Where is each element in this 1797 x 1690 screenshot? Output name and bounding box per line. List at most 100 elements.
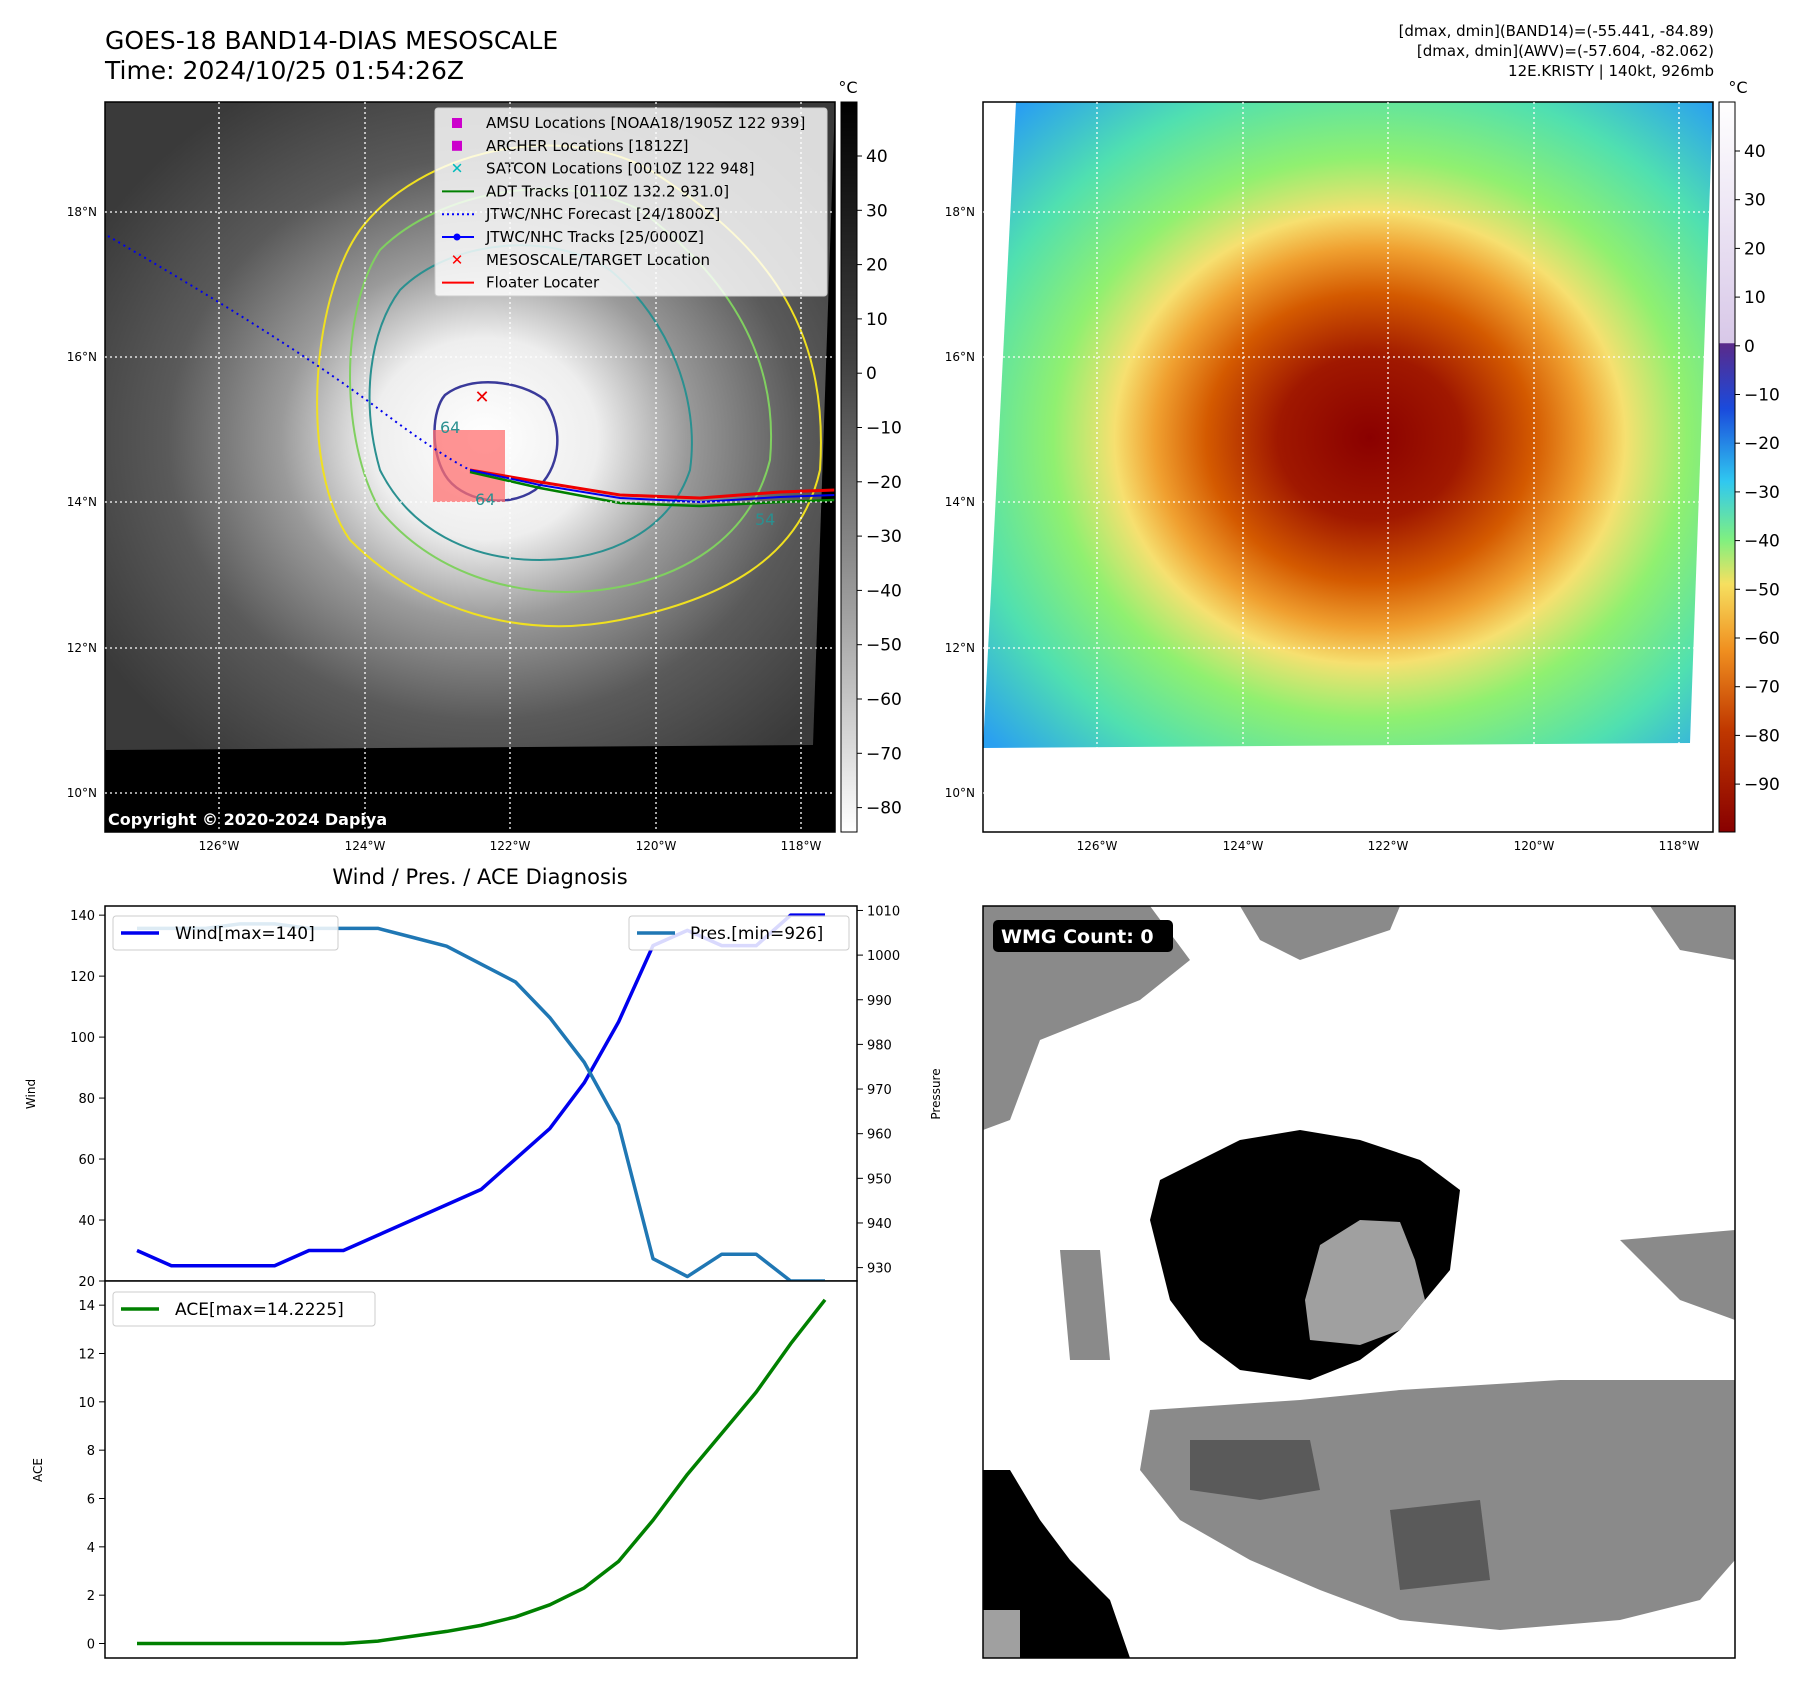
lat-label: 14°N: [67, 495, 97, 509]
ace-ytick-label: 0: [87, 1638, 95, 1653]
wind-ytick-label: 20: [78, 1275, 95, 1290]
pressure-legend-label: Pres.[min=926]: [690, 924, 823, 944]
legend-label: ARCHER Locations [1812Z]: [486, 137, 689, 155]
lon-label: 126°W: [1077, 839, 1118, 853]
color-cb-tick-label: 30: [1744, 191, 1766, 211]
contour-label: 54: [755, 510, 775, 529]
wind-chart-frame: [104, 905, 858, 1282]
target-box: [433, 430, 505, 502]
ace-ytick-label: 12: [78, 1348, 95, 1363]
gray-cb-tick-label: −80: [866, 799, 902, 819]
ace-ytick-label: 4: [87, 1541, 95, 1556]
legend-x-marker: ✕: [451, 160, 464, 178]
ace-ylabel: ACE: [31, 1458, 45, 1482]
contour-label: 64: [475, 490, 495, 509]
lon-label: 118°W: [781, 839, 822, 853]
legend-square-marker: [452, 140, 462, 151]
wmg-badge-text: WMG Count: 0: [1001, 926, 1154, 948]
legend-entry: AMSU Locations [NOAA18/1905Z 122 939]: [452, 114, 805, 132]
lon-label: 122°W: [490, 839, 531, 853]
ace-chart: 0 2 4 6 8 10 12 14 ACE[max=14.2225]: [78, 1280, 858, 1659]
legend-label: MESOSCALE/TARGET Location: [486, 251, 710, 269]
gray-panel-border: [104, 101, 836, 833]
ace-chart-frame: [104, 1280, 858, 1659]
lon-label: 120°W: [636, 839, 677, 853]
wind-ylabel: Wind: [24, 1079, 38, 1109]
legend-label: JTWC/NHC Forecast [24/1800Z]: [485, 205, 720, 223]
gray-cb-tick-label: −30: [866, 527, 902, 547]
gray-cb-tick-label: −50: [866, 636, 902, 656]
color-cb-tick-label: −90: [1744, 775, 1780, 795]
pressure-ytick-label: 1000: [867, 949, 900, 964]
wind-ytick-label: 140: [70, 909, 95, 924]
ace-ytick-label: 6: [87, 1493, 95, 1508]
pressure-ytick-label: 970: [867, 1083, 892, 1098]
wind-pressure-chart: 20 40 60 80 100 120 140 930 940 950 960 970 980 990 10…: [70, 904, 900, 1290]
color-cb-tick-label: 0: [1744, 337, 1755, 357]
color-cb-tick-label: −20: [1744, 434, 1780, 454]
lon-label: 122°W: [1368, 839, 1409, 853]
wind-ytick-label: 60: [78, 1153, 95, 1168]
ace-ytick-label: 10: [78, 1396, 95, 1411]
jtwc-forecast-track: [107, 235, 471, 471]
legend-label: Floater Locater: [486, 274, 600, 292]
info-band14-range: [dmax, dmin](BAND14)=(-55.441, -84.89): [1398, 22, 1714, 40]
legend-label: SATCON Locations [0010Z 122 948]: [486, 160, 754, 178]
gray-colorbar: [840, 101, 858, 833]
gray-cb-tick-label: 0: [866, 364, 877, 384]
ir-color-panel: °C 40 30 20 10 0 −10 −20 −30 −40 −50 −60 −70 −80 −90: [982, 78, 1780, 833]
info-awv-range: [dmax, dmin](AWV)=(-57.604, -82.062): [1416, 42, 1714, 60]
lat-label: 12°N: [945, 641, 975, 655]
lon-label: 124°W: [1223, 839, 1264, 853]
contour-label: 64: [440, 418, 460, 437]
wind-ytick-label: 80: [78, 1092, 95, 1107]
ace-ytick-label: 8: [87, 1444, 95, 1459]
lon-label: 124°W: [345, 839, 386, 853]
wind-legend-label: Wind[max=140]: [175, 924, 315, 944]
legend-entry: Floater Locater: [442, 274, 600, 292]
pressure-ylabel: Pressure: [929, 1068, 943, 1119]
legend-label: JTWC/NHC Tracks [25/0000Z]: [485, 228, 704, 246]
pressure-ytick-label: 960: [867, 1128, 892, 1143]
chart-title: Wind / Pres. / ACE Diagnosis: [332, 865, 627, 889]
ace-legend-box: [112, 1291, 376, 1327]
map-gridlines: [105, 102, 1713, 832]
color-cb-tick-label: −30: [1744, 483, 1780, 503]
legend-entry: ✕ MESOSCALE/TARGET Location: [451, 251, 710, 269]
gray-cb-tick-label: 10: [866, 310, 888, 330]
color-ir-image: [983, 102, 1713, 748]
color-cb-tick-label: 10: [1744, 288, 1766, 308]
gray-colorbar-ticks: 40 30 20 10 0 −10 −20 −30 −40 −50 −60 −70 −80: [857, 147, 902, 819]
pressure-ytick-label: 980: [867, 1038, 892, 1053]
gray-cb-tick-label: 40: [866, 147, 888, 167]
lat-label: 14°N: [945, 495, 975, 509]
wind-ytick-label: 100: [70, 1031, 95, 1046]
gray-cb-tick-label: −60: [866, 690, 902, 710]
wind-ytick-label: 120: [70, 970, 95, 985]
gray-cb-tick-label: 20: [866, 256, 888, 276]
lat-label: 18°N: [67, 205, 97, 219]
lat-label: 10°N: [945, 786, 975, 800]
legend-entry: ✕ SATCON Locations [0010Z 122 948]: [451, 160, 755, 178]
color-cb-tick-label: −80: [1744, 726, 1780, 746]
lon-label: 120°W: [1514, 839, 1555, 853]
color-cb-tick-label: −10: [1744, 386, 1780, 406]
pressure-ytick-label: 1010: [867, 904, 900, 919]
color-cb-tick-label: −70: [1744, 678, 1780, 698]
pressure-ytick-label: 950: [867, 1172, 892, 1187]
jtwc-nhc-track: [469, 469, 835, 504]
adt-track: [469, 470, 835, 508]
ir-gray-panel: ✕ Copyright © 2020-2024 Dapiya 64 64 54 AM…: [104, 78, 902, 833]
lon-label: 118°W: [1659, 839, 1700, 853]
color-cb-tick-label: −60: [1744, 629, 1780, 649]
pressure-ytick-label: 940: [867, 1217, 892, 1232]
gray-cb-tick-label: −70: [866, 744, 902, 764]
gray-colorbar-unit: °C: [838, 78, 857, 97]
map-legend: AMSU Locations [NOAA18/1905Z 122 939] ARC…: [434, 107, 828, 297]
lat-label: 12°N: [67, 641, 97, 655]
wind-legend-box: [112, 915, 339, 951]
ace-ytick-label: 2: [87, 1589, 95, 1604]
ace-series-line: [137, 1298, 827, 1646]
gray-cb-tick-label: −40: [866, 581, 902, 601]
